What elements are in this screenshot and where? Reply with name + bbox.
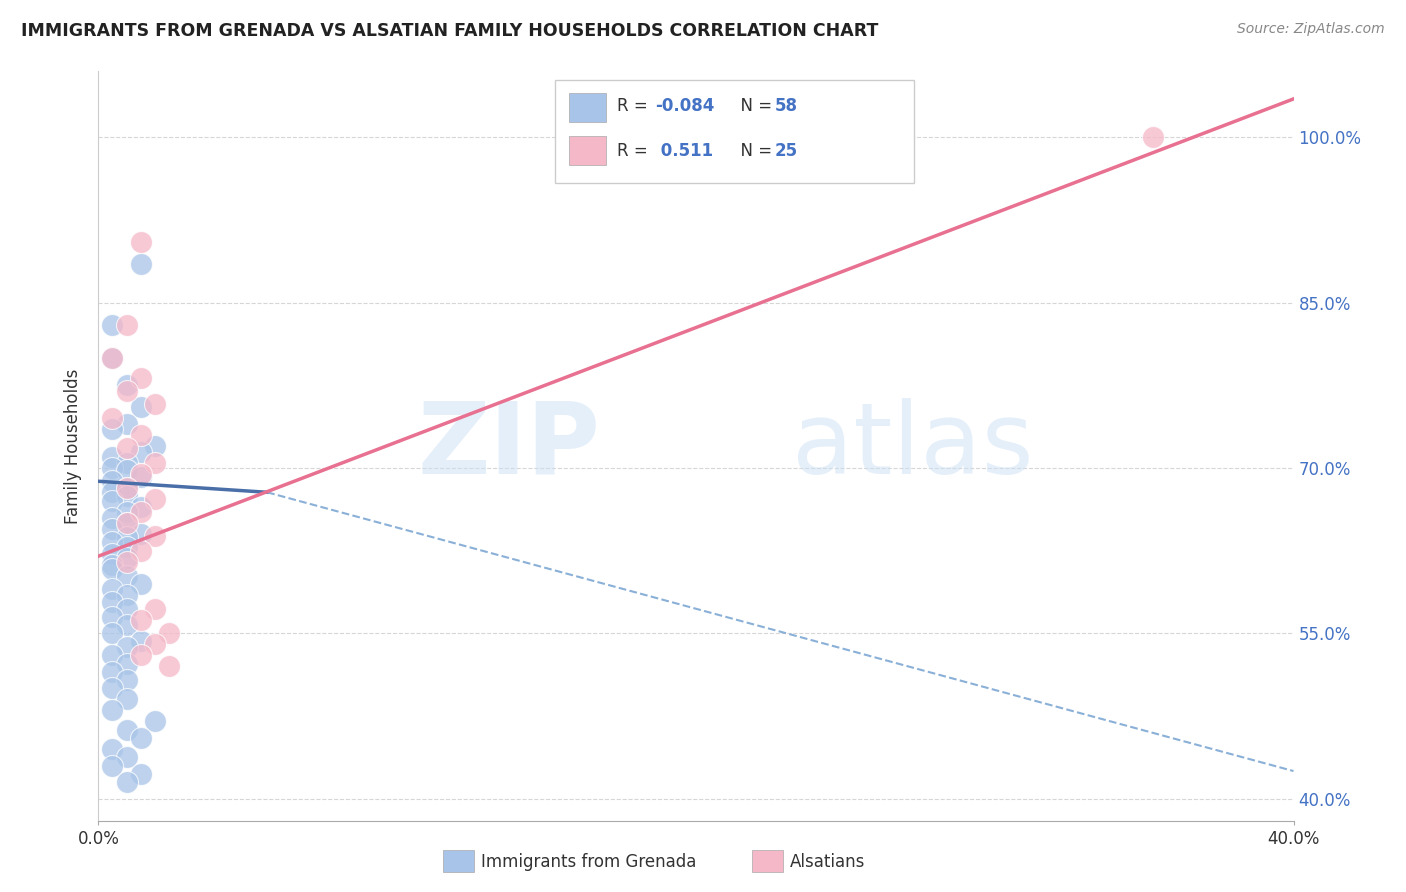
Point [129, 401, 152, 415]
Point [115, 602, 138, 616]
Point [129, 731, 152, 745]
Point [143, 456, 166, 470]
Point [129, 257, 152, 271]
Point [115, 441, 138, 455]
Point [101, 351, 124, 365]
Point [143, 602, 166, 616]
Point [115, 318, 138, 332]
Point [115, 555, 138, 569]
Text: atlas: atlas [792, 398, 1033, 494]
Point [115, 417, 138, 431]
Point [115, 531, 138, 545]
Point [143, 714, 166, 729]
Point [101, 665, 124, 679]
Point [1142, 130, 1164, 145]
Point [101, 547, 124, 561]
Point [115, 463, 138, 477]
Point [101, 681, 124, 696]
Point [115, 657, 138, 672]
Point [101, 758, 124, 772]
Point [157, 659, 180, 673]
Point [129, 505, 152, 519]
Point [101, 450, 124, 464]
Point [101, 703, 124, 717]
Point [101, 351, 124, 365]
Point [101, 422, 124, 436]
Point [101, 742, 124, 756]
Point [115, 617, 138, 632]
Point [101, 558, 124, 572]
Point [143, 397, 166, 411]
Point [115, 384, 138, 398]
Text: 25: 25 [775, 142, 797, 160]
Point [115, 516, 138, 530]
Point [101, 609, 124, 624]
Text: 0.511: 0.511 [655, 142, 713, 160]
Text: R =: R = [617, 142, 654, 160]
Point [115, 723, 138, 738]
Point [115, 456, 138, 470]
Text: R =: R = [617, 97, 654, 115]
Point [129, 634, 152, 648]
Point [129, 467, 152, 481]
Point [115, 505, 138, 519]
Text: Immigrants from Grenada: Immigrants from Grenada [481, 853, 696, 871]
Point [115, 551, 138, 566]
Point [129, 576, 152, 591]
Point [115, 775, 138, 789]
Point [101, 318, 124, 332]
Point [115, 481, 138, 495]
Point [129, 235, 152, 249]
Point [115, 749, 138, 764]
Point [129, 444, 152, 458]
Text: -0.084: -0.084 [655, 97, 714, 115]
Point [143, 637, 166, 651]
Text: N =: N = [730, 142, 778, 160]
Y-axis label: Family Households: Family Households [65, 368, 83, 524]
Point [129, 428, 152, 442]
Point [101, 626, 124, 640]
Text: Source: ZipAtlas.com: Source: ZipAtlas.com [1237, 22, 1385, 37]
Point [101, 510, 124, 524]
Point [143, 439, 166, 453]
Point [129, 370, 152, 384]
Point [129, 527, 152, 541]
Point [101, 648, 124, 663]
Text: 58: 58 [775, 97, 797, 115]
Point [101, 475, 124, 489]
Point [143, 491, 166, 506]
Point [115, 541, 138, 555]
Point [129, 470, 152, 484]
Point [157, 626, 180, 640]
Point [115, 673, 138, 687]
Text: Alsatians: Alsatians [790, 853, 866, 871]
Point [101, 461, 124, 475]
Point [101, 485, 124, 500]
Point [115, 481, 138, 495]
Point [101, 522, 124, 536]
Point [101, 582, 124, 597]
Point [101, 411, 124, 425]
Point [115, 569, 138, 583]
Point [143, 529, 166, 543]
Point [129, 500, 152, 514]
Point [129, 767, 152, 781]
Point [115, 489, 138, 503]
Text: IMMIGRANTS FROM GRENADA VS ALSATIAN FAMILY HOUSEHOLDS CORRELATION CHART: IMMIGRANTS FROM GRENADA VS ALSATIAN FAMI… [21, 22, 879, 40]
Text: N =: N = [730, 97, 778, 115]
Point [129, 613, 152, 627]
Point [101, 562, 124, 576]
Point [101, 534, 124, 549]
Point [115, 378, 138, 392]
Point [129, 648, 152, 663]
Point [115, 692, 138, 706]
Text: ZIP: ZIP [418, 398, 600, 494]
Point [115, 588, 138, 602]
Point [129, 543, 152, 558]
Point [115, 516, 138, 530]
Point [101, 494, 124, 508]
Point [101, 595, 124, 609]
Point [115, 640, 138, 654]
